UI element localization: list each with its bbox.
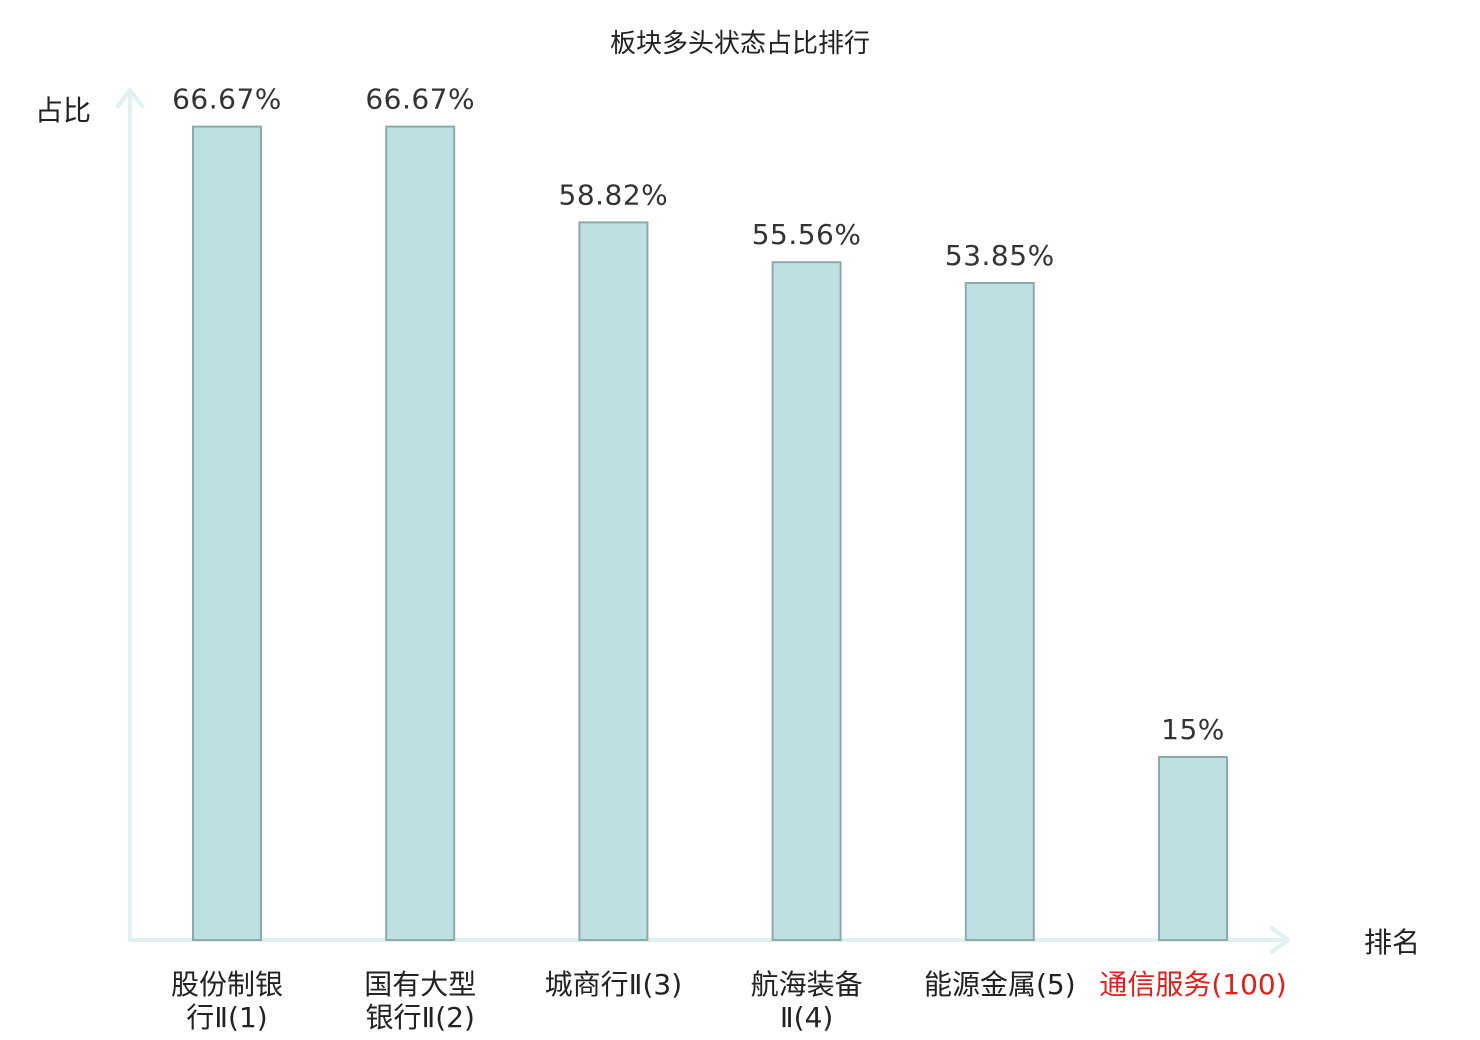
data-label-1: 66.67% xyxy=(172,83,282,116)
category-labels: 股份制银行Ⅱ(1) 国有大型银行Ⅱ(2) 城商行Ⅱ(3) 航海装备 Ⅱ(4) 能源金属(5… xyxy=(171,968,1287,1034)
category-label-3: 城商行Ⅱ(3) xyxy=(545,968,682,1001)
bar-series xyxy=(192,125,1228,942)
bar-3 xyxy=(578,221,649,941)
category-label-line: 航海装备 xyxy=(751,968,863,1001)
data-label-2: 66.67% xyxy=(365,83,475,116)
x-axis-label: 排名 xyxy=(1364,926,1420,959)
category-label-4: 航海装备 Ⅱ(4) xyxy=(751,968,863,1034)
y-axis xyxy=(116,88,144,940)
category-label-line: 能源金属(5) xyxy=(924,968,1076,1001)
bar-1 xyxy=(192,125,262,942)
data-label-5: 53.85% xyxy=(945,239,1055,272)
category-label-6: 通信服务(100) xyxy=(1099,968,1286,1001)
data-label-4: 55.56% xyxy=(752,218,862,251)
category-label-1: 股份制银行Ⅱ(1) xyxy=(171,968,283,1034)
category-label-line: Ⅱ(4) xyxy=(780,1001,833,1034)
category-label-line: 国有大型 xyxy=(364,968,476,1001)
x-axis xyxy=(128,926,1290,954)
category-label-line: 通信服务(100) xyxy=(1099,968,1286,1001)
category-label-line: 股份制银 xyxy=(171,968,283,1001)
category-label-line: 城商行Ⅱ(3) xyxy=(545,968,682,1001)
bar-5 xyxy=(964,282,1035,941)
data-label-6: 15% xyxy=(1161,713,1225,746)
chart-title: 板块多头状态占比排行 xyxy=(610,29,870,59)
category-label-5: 能源金属(5) xyxy=(924,968,1076,1001)
data-label-3: 58.82% xyxy=(559,178,669,211)
category-label-line: 行Ⅱ(1) xyxy=(186,1001,267,1034)
bar-6 xyxy=(1158,756,1228,941)
bar-4 xyxy=(771,261,842,941)
data-labels: 66.67% 66.67% 58.82% 55.56% 53.85% 15% xyxy=(172,83,1225,746)
category-label-2: 国有大型银行Ⅱ(2) xyxy=(364,968,476,1034)
y-axis-label: 占比 xyxy=(35,94,91,127)
bar-2 xyxy=(385,125,456,942)
category-label-line: 银行Ⅱ(2) xyxy=(365,1001,474,1034)
